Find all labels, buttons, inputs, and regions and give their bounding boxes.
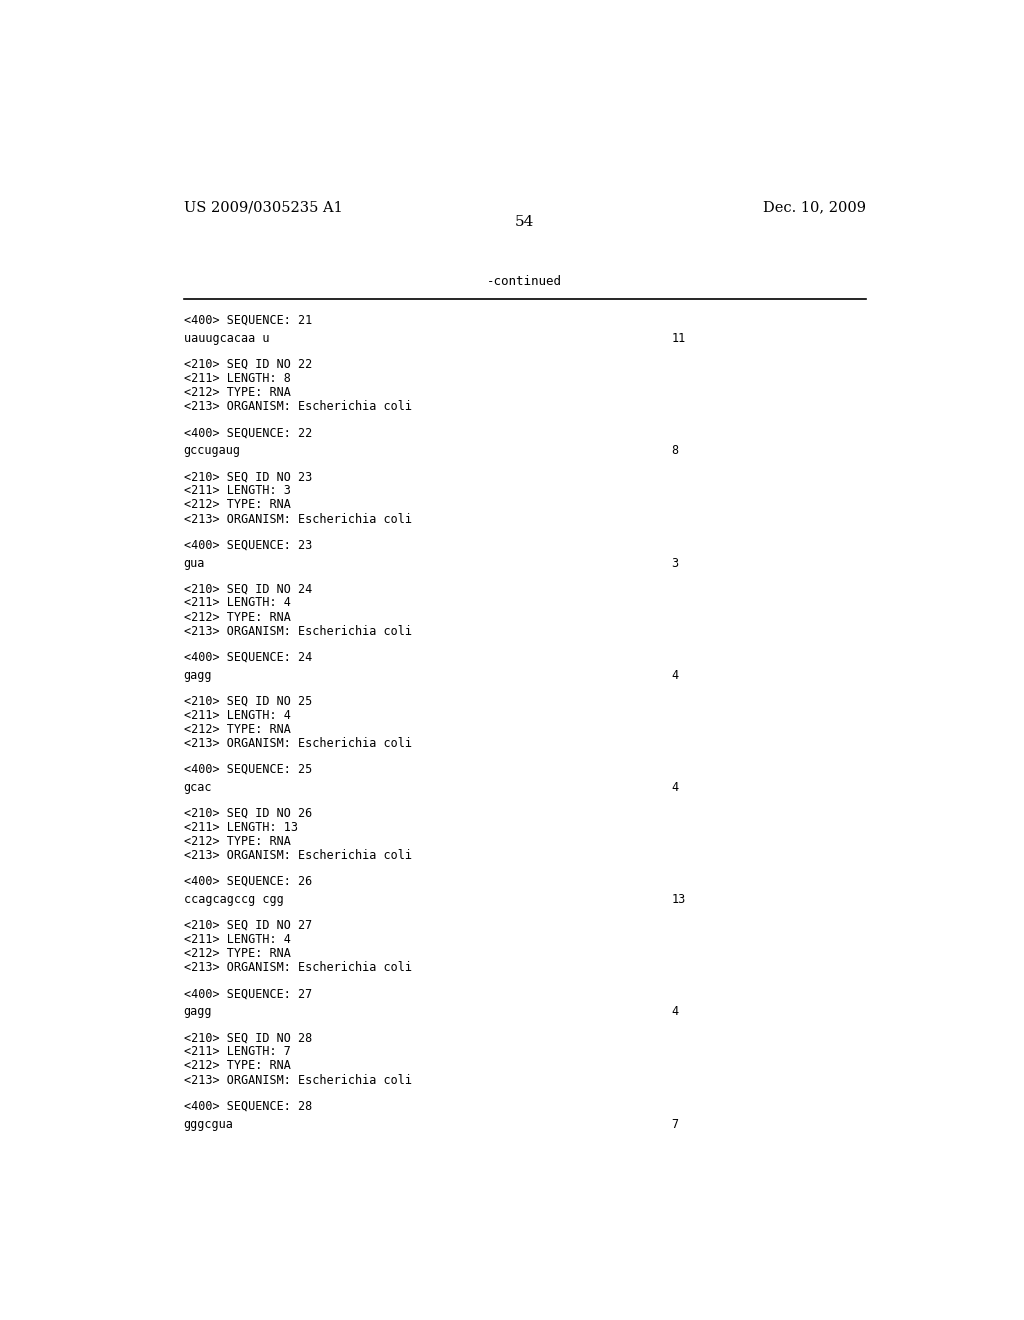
Text: <212> TYPE: RNA: <212> TYPE: RNA	[183, 948, 291, 960]
Text: <212> TYPE: RNA: <212> TYPE: RNA	[183, 611, 291, 623]
Text: ccagcagccg cgg: ccagcagccg cgg	[183, 894, 284, 906]
Text: <211> LENGTH: 4: <211> LENGTH: 4	[183, 933, 291, 946]
Text: <210> SEQ ID NO 27: <210> SEQ ID NO 27	[183, 919, 311, 932]
Text: <213> ORGANISM: Escherichia coli: <213> ORGANISM: Escherichia coli	[183, 961, 412, 974]
Text: <211> LENGTH: 7: <211> LENGTH: 7	[183, 1045, 291, 1059]
Text: <210> SEQ ID NO 24: <210> SEQ ID NO 24	[183, 582, 311, 595]
Text: gcac: gcac	[183, 781, 212, 793]
Text: <211> LENGTH: 8: <211> LENGTH: 8	[183, 372, 291, 385]
Text: 13: 13	[672, 894, 686, 906]
Text: <213> ORGANISM: Escherichia coli: <213> ORGANISM: Escherichia coli	[183, 737, 412, 750]
Text: <400> SEQUENCE: 25: <400> SEQUENCE: 25	[183, 763, 311, 776]
Text: 4: 4	[672, 781, 679, 793]
Text: <400> SEQUENCE: 28: <400> SEQUENCE: 28	[183, 1100, 311, 1113]
Text: <212> TYPE: RNA: <212> TYPE: RNA	[183, 499, 291, 511]
Text: <211> LENGTH: 13: <211> LENGTH: 13	[183, 821, 298, 834]
Text: 54: 54	[515, 215, 535, 230]
Text: <211> LENGTH: 4: <211> LENGTH: 4	[183, 597, 291, 610]
Text: 11: 11	[672, 333, 686, 345]
Text: <210> SEQ ID NO 28: <210> SEQ ID NO 28	[183, 1031, 311, 1044]
Text: <213> ORGANISM: Escherichia coli: <213> ORGANISM: Escherichia coli	[183, 624, 412, 638]
Text: uauugcacaa u: uauugcacaa u	[183, 333, 269, 345]
Text: <212> TYPE: RNA: <212> TYPE: RNA	[183, 1060, 291, 1072]
Text: <213> ORGANISM: Escherichia coli: <213> ORGANISM: Escherichia coli	[183, 400, 412, 413]
Text: <210> SEQ ID NO 25: <210> SEQ ID NO 25	[183, 694, 311, 708]
Text: gagg: gagg	[183, 669, 212, 681]
Text: <213> ORGANISM: Escherichia coli: <213> ORGANISM: Escherichia coli	[183, 849, 412, 862]
Text: 3: 3	[672, 557, 679, 569]
Text: Dec. 10, 2009: Dec. 10, 2009	[763, 201, 866, 214]
Text: 7: 7	[672, 1118, 679, 1130]
Text: 4: 4	[672, 669, 679, 681]
Text: <400> SEQUENCE: 27: <400> SEQUENCE: 27	[183, 987, 311, 1001]
Text: <400> SEQUENCE: 21: <400> SEQUENCE: 21	[183, 314, 311, 327]
Text: <400> SEQUENCE: 22: <400> SEQUENCE: 22	[183, 426, 311, 440]
Text: <213> ORGANISM: Escherichia coli: <213> ORGANISM: Escherichia coli	[183, 1073, 412, 1086]
Text: 4: 4	[672, 1006, 679, 1018]
Text: gggcgua: gggcgua	[183, 1118, 233, 1130]
Text: <210> SEQ ID NO 26: <210> SEQ ID NO 26	[183, 807, 311, 820]
Text: <212> TYPE: RNA: <212> TYPE: RNA	[183, 836, 291, 847]
Text: <212> TYPE: RNA: <212> TYPE: RNA	[183, 387, 291, 399]
Text: US 2009/0305235 A1: US 2009/0305235 A1	[183, 201, 342, 214]
Text: <210> SEQ ID NO 22: <210> SEQ ID NO 22	[183, 358, 311, 371]
Text: -continued: -continued	[487, 276, 562, 289]
Text: <400> SEQUENCE: 26: <400> SEQUENCE: 26	[183, 875, 311, 888]
Text: gua: gua	[183, 557, 205, 569]
Text: <212> TYPE: RNA: <212> TYPE: RNA	[183, 723, 291, 735]
Text: <400> SEQUENCE: 23: <400> SEQUENCE: 23	[183, 539, 311, 552]
Text: <210> SEQ ID NO 23: <210> SEQ ID NO 23	[183, 470, 311, 483]
Text: 8: 8	[672, 445, 679, 457]
Text: <211> LENGTH: 4: <211> LENGTH: 4	[183, 709, 291, 722]
Text: gccugaug: gccugaug	[183, 445, 241, 457]
Text: <213> ORGANISM: Escherichia coli: <213> ORGANISM: Escherichia coli	[183, 512, 412, 525]
Text: gagg: gagg	[183, 1006, 212, 1018]
Text: <211> LENGTH: 3: <211> LENGTH: 3	[183, 484, 291, 498]
Text: <400> SEQUENCE: 24: <400> SEQUENCE: 24	[183, 651, 311, 664]
